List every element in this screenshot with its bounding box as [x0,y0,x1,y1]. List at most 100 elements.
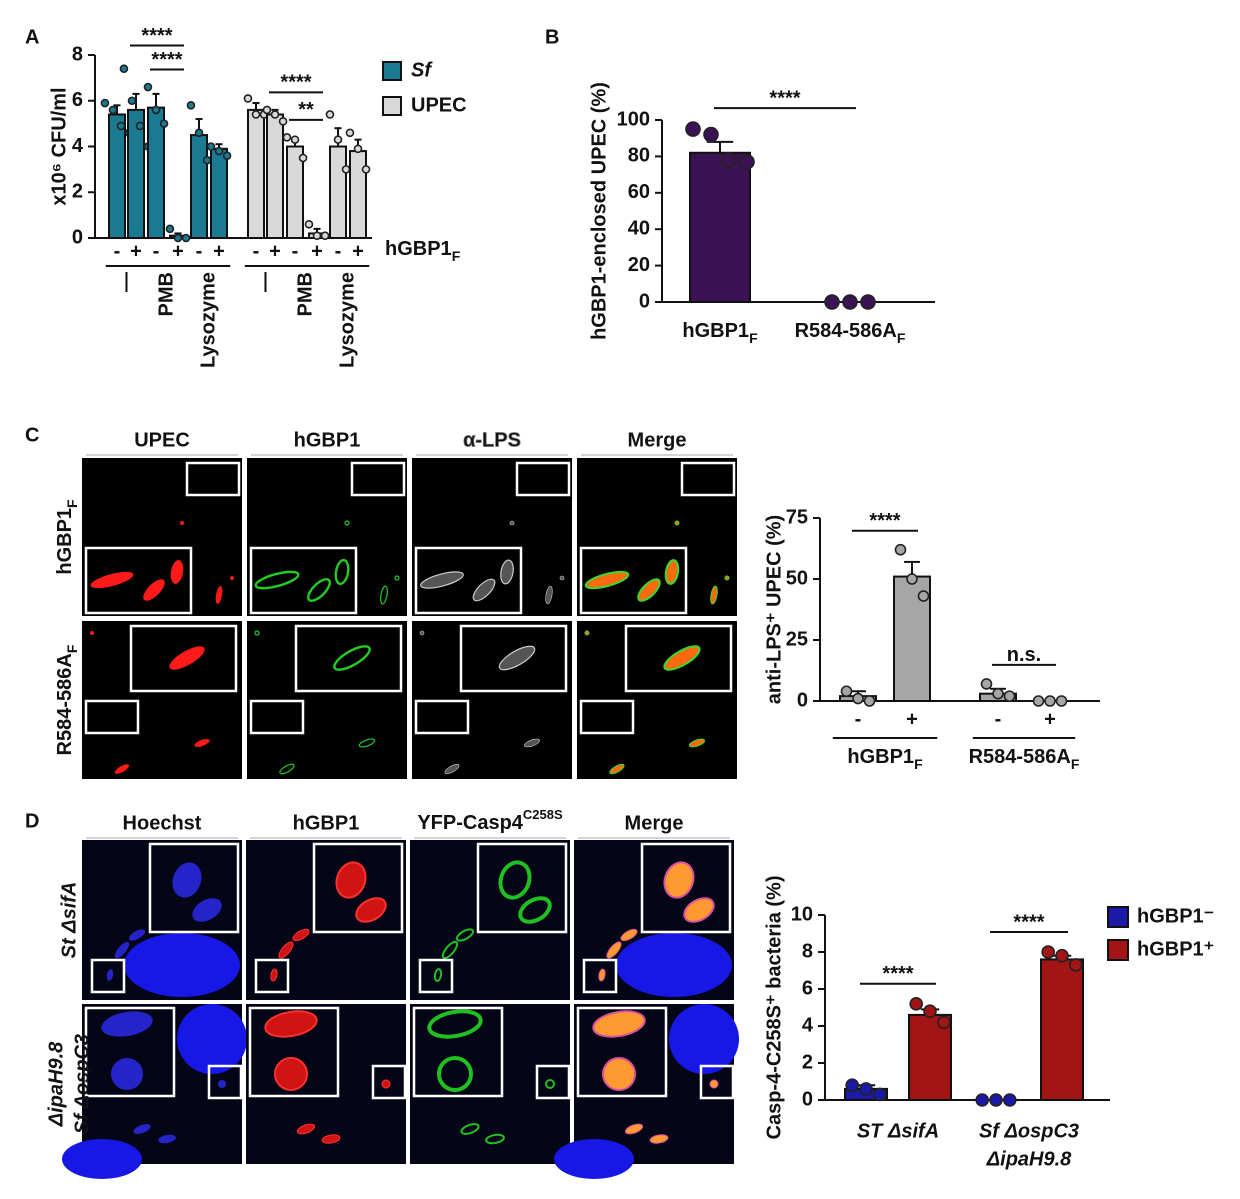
bacterium [419,630,425,636]
data-point [872,1087,887,1102]
inset-frame [248,1006,340,1098]
data-point [278,117,288,126]
y-tick-label: 6 [802,977,813,999]
y-tick-label: 0 [639,290,650,312]
y-tick-label: 6 [72,89,83,111]
nucleus [616,933,732,997]
data-point [290,135,300,144]
x-tick-label: ST ΔsifA [857,1120,939,1142]
text-part: hGBP1 [54,508,76,575]
bar [266,113,284,239]
data-point [181,233,191,243]
data-point [325,110,335,119]
data-point [859,1082,873,1096]
y-tick-label: 100 [617,108,650,130]
significance-label: **** [151,49,182,71]
inset-frame [414,546,523,615]
column-header: hGBP1 [294,429,361,451]
inset-frame [90,958,126,994]
y-tick-label: 60 [628,181,650,203]
bacterium-zoom [335,861,367,899]
bar [247,108,265,240]
bacterium-zoom [334,558,350,586]
bacterium [230,576,234,580]
column-header: Merge [628,429,687,451]
data-point [992,687,1004,700]
group-label: hGBP1F [847,746,923,771]
data-point [320,231,330,241]
bar [147,106,165,239]
data-point [100,98,110,108]
data-point [159,119,169,128]
bacterium [358,738,376,748]
group-label: Lysozyme [336,272,358,368]
bacterium-zoom [172,862,202,898]
inset-frame [476,842,568,934]
inset-frame [579,546,688,615]
bacterium [584,630,590,636]
bacterium [394,575,400,581]
inset-frame [129,624,238,693]
x-tick-label: R584-586AF [795,320,906,345]
y-tick-label: 0 [797,689,808,711]
inset-frame [294,624,403,693]
data-point [108,105,118,115]
data-point [845,1078,860,1092]
inset-frame [207,1064,243,1100]
group-label: PMB [294,272,316,316]
bacterium [114,764,130,774]
x-axis-label: hGBP1F [385,238,461,263]
bacterium-zoom [90,571,134,589]
inset-frame [576,1006,668,1098]
inset-frame [350,461,406,497]
inset-frame [515,461,571,497]
data-point [909,996,924,1011]
bacterium [624,1123,644,1135]
data-point [721,152,737,168]
data-point [1032,695,1045,707]
significance-label: n.s. [1007,644,1041,666]
y-axis-label: x10⁶ CFU/ml [48,87,70,205]
bacterium [559,575,565,581]
text-part: C258S [523,807,563,822]
group-label: Lysozyme [197,272,219,368]
legend-label: hGBP1⁻ [1137,905,1214,927]
bacterium-zoom [663,861,695,899]
legend-swatch [382,61,402,81]
text-part: hGBP1 [385,238,452,260]
x-tick-label: + [213,240,225,262]
bacterium [254,630,260,636]
bacterium-zoom [274,1057,308,1091]
bar [210,147,228,240]
inset-frame [371,1064,407,1100]
bacterium-zoom [333,645,371,671]
bacterium [649,1134,669,1144]
significance-label: **** [769,87,800,109]
nucleus [124,933,240,997]
y-tick-label: 75 [786,506,808,528]
y-tick-label: 80 [628,145,650,167]
text-part: F [897,330,906,346]
inset-frame [699,1064,735,1100]
bacterium-zoom [169,646,205,670]
bacterium [545,585,553,605]
y-tick-label: 8 [802,940,813,962]
column-header: Merge [625,812,684,834]
y-tick-label: 8 [72,43,83,65]
text-part: hGBP1 [847,746,914,768]
inset-frame [185,461,241,497]
bacterium-zoom [664,559,680,585]
bacterium-zoom [170,560,184,584]
data-point [135,121,145,131]
bacterium-zoom [437,1056,473,1092]
data-point [906,573,918,585]
nucleus [554,1139,634,1179]
inset-frame [84,546,193,615]
bacterium-zoom [427,1009,483,1039]
x-tick-label: ΔipaH9.8 [986,1148,1072,1170]
bacterium [296,1123,316,1135]
data-point [345,128,355,138]
text-part: R584-586A [54,653,76,755]
legend-swatch [1107,939,1129,961]
column-header: hGBP1 [293,812,360,834]
